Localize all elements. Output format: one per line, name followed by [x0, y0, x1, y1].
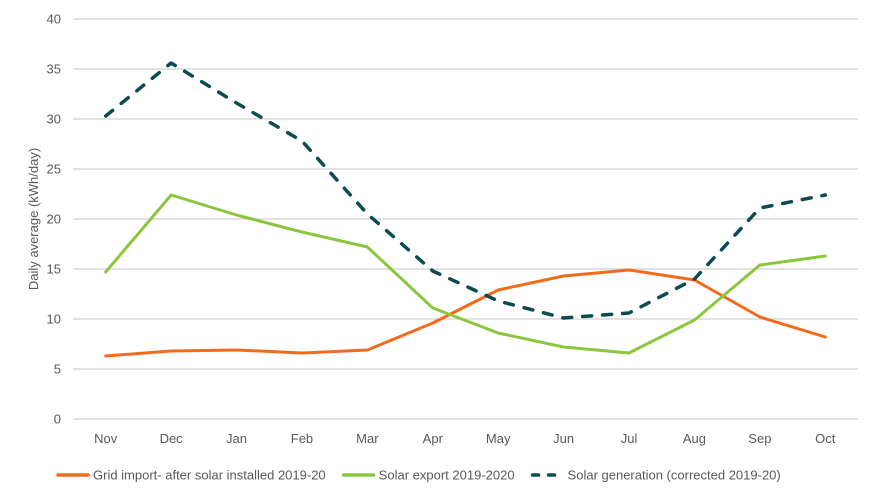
x-tick-label: Jul	[621, 431, 638, 446]
y-tick-label: 15	[47, 262, 61, 277]
x-tick-label: May	[486, 431, 511, 446]
legend-label: Solar export 2019-2020	[379, 468, 515, 483]
x-tick-label: Jan	[226, 431, 247, 446]
series-line-2	[104, 193, 827, 355]
y-tick-label: 35	[47, 62, 61, 77]
y-axis-ticks: 0 5 10 15 20 25 30 35 40	[47, 12, 61, 427]
y-axis-label: Daily average (kWh/day)	[26, 148, 41, 290]
x-tick-label: Oct	[815, 431, 836, 446]
legend-label: Solar generation (corrected 2019-20)	[568, 468, 781, 483]
x-tick-label: Aug	[683, 431, 706, 446]
y-tick-label: 25	[47, 162, 61, 177]
y-tick-label: 5	[54, 362, 61, 377]
x-axis-ticks: Nov Dec Jan Feb Mar Apr May Jun Jul Aug Sep Oct	[94, 431, 836, 446]
series-line-1	[104, 268, 827, 358]
legend-item: Solar export 2019-2020	[341, 468, 515, 483]
x-tick-label: Feb	[291, 431, 313, 446]
x-tick-label: Apr	[423, 431, 444, 446]
x-tick-label: Jun	[553, 431, 574, 446]
legend: Grid import- after solar installed 2019-…	[56, 468, 781, 483]
legend-label: Grid import- after solar installed 2019-…	[93, 468, 326, 483]
series-line-3	[103, 61, 828, 320]
x-tick-label: Mar	[356, 431, 379, 446]
y-tick-label: 30	[47, 112, 61, 127]
legend-item: Solar generation (corrected 2019-20)	[530, 468, 781, 483]
x-tick-label: Dec	[160, 431, 184, 446]
y-tick-label: 20	[47, 212, 61, 227]
y-tick-label: 40	[47, 12, 61, 27]
legend-item: Grid import- after solar installed 2019-…	[56, 468, 326, 483]
gridlines	[73, 18, 858, 420]
series-lines	[103, 61, 828, 358]
x-tick-label: Nov	[94, 431, 118, 446]
y-tick-label: 0	[54, 412, 61, 427]
x-tick-label: Sep	[748, 431, 771, 446]
y-tick-label: 10	[47, 312, 61, 327]
